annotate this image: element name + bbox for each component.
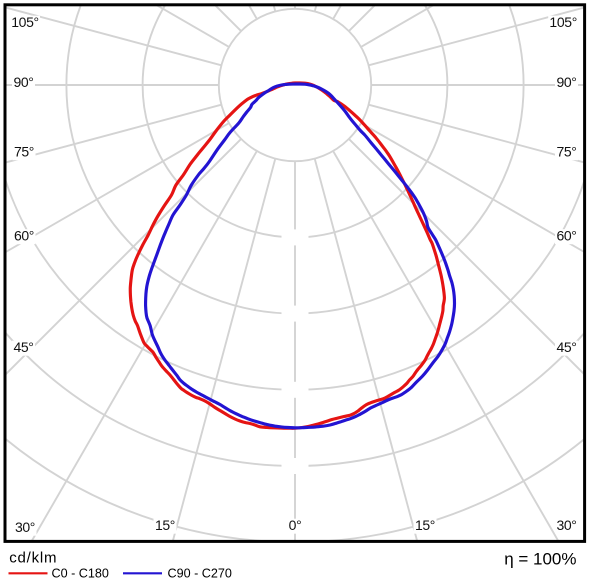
svg-text:60°: 60°	[14, 228, 34, 244]
svg-text:105°: 105°	[11, 14, 39, 30]
svg-text:η = 100%: η = 100%	[504, 550, 576, 569]
svg-text:90°: 90°	[556, 74, 576, 90]
svg-text:60°: 60°	[556, 228, 576, 244]
svg-text:45°: 45°	[556, 339, 576, 355]
svg-text:15°: 15°	[155, 517, 175, 533]
svg-text:30°: 30°	[15, 519, 35, 535]
svg-text:75°: 75°	[556, 144, 576, 160]
svg-text:15°: 15°	[415, 517, 435, 533]
svg-text:105°: 105°	[549, 14, 577, 30]
svg-text:0°: 0°	[289, 517, 302, 533]
svg-text:C90 - C270: C90 - C270	[168, 567, 232, 581]
svg-text:cd/klm: cd/klm	[9, 550, 57, 567]
svg-text:75°: 75°	[14, 144, 34, 160]
svg-text:45°: 45°	[13, 339, 33, 355]
svg-text:90°: 90°	[13, 74, 33, 90]
svg-text:30°: 30°	[556, 517, 576, 533]
svg-text:C0 - C180: C0 - C180	[52, 567, 109, 581]
